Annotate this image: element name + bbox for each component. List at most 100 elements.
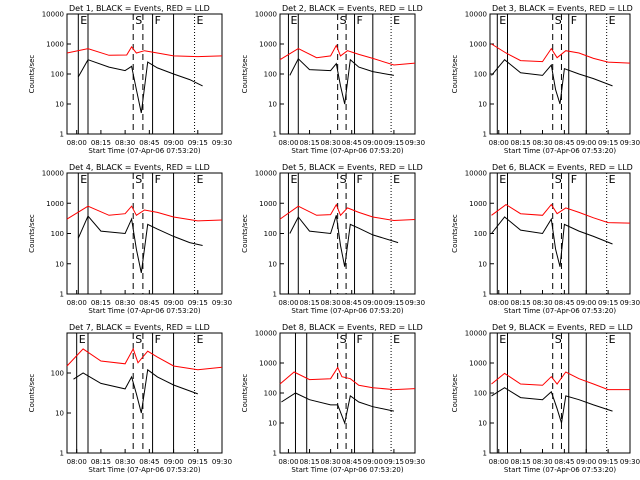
x-tick-label: 09:30 [212, 458, 232, 466]
panel-title: Det 7, BLACK = Events, RED = LLD [69, 323, 210, 332]
y-axis-title: Counts/sec [451, 214, 459, 253]
x-tick-label: 09:00 [363, 299, 383, 307]
x-tick-label: 08:30 [115, 139, 135, 147]
marker-label: S [340, 333, 347, 346]
x-tick-label: 09:30 [620, 458, 640, 466]
plot-frame [489, 172, 631, 295]
y-tick-label: 1000 [46, 41, 64, 49]
series-lld [491, 203, 631, 224]
x-tick-label: 09:30 [212, 139, 232, 147]
y-tick-label: 1 [483, 291, 487, 299]
x-axis-title: Start Time (07-Apr-06 07:53:20) [504, 307, 616, 315]
x-tick-label: 08:30 [115, 458, 135, 466]
y-tick-label: 10000 [255, 170, 277, 178]
y-tick-label: 10000 [465, 170, 487, 178]
x-tick-label: 08:30 [532, 458, 552, 466]
series-lld [491, 43, 631, 64]
x-tick-label: 08:00 [67, 458, 87, 466]
y-tick-label: 100 [474, 390, 487, 398]
y-tick-label: 1 [483, 450, 487, 458]
x-tick-label: 08:15 [299, 139, 319, 147]
marker-label: F [155, 14, 161, 27]
marker-label: E [499, 173, 506, 186]
x-tick-label: 09:30 [212, 299, 232, 307]
x-tick-label: 08:30 [321, 299, 341, 307]
panel-title: Det 2, BLACK = Events, RED = LLD [282, 4, 423, 13]
marker-label: E [609, 14, 616, 27]
series-lld [66, 205, 223, 222]
marker-label: S [135, 333, 142, 346]
plot-frame [489, 332, 631, 454]
marker-label: E [197, 173, 204, 186]
y-tick-label: 1 [273, 131, 277, 139]
x-tick-label: 08:15 [91, 458, 111, 466]
x-tick-label: 08:30 [321, 458, 341, 466]
marker-label: F [155, 333, 161, 346]
series-lld [491, 371, 630, 391]
y-tick-label: 10 [55, 260, 64, 268]
marker-label: S [555, 14, 562, 27]
x-tick-label: 08:45 [554, 139, 574, 147]
y-tick-label: 100 [474, 230, 487, 238]
marker-label: F [357, 333, 363, 346]
x-tick-label: 09:15 [188, 139, 208, 147]
marker-label: S [135, 173, 142, 186]
y-tick-label: 10 [55, 101, 64, 109]
panel-det-6: Det 6, BLACK = Events, RED = LLD 1 10 100 10… [451, 163, 640, 315]
y-tick-label: 100 [264, 390, 277, 398]
panel-title: Det 1, BLACK = Events, RED = LLD [69, 4, 210, 13]
y-axis-title: Counts/sec [451, 55, 459, 94]
y-tick-label: 1 [60, 291, 64, 299]
x-tick-label: 08:45 [139, 139, 159, 147]
x-tick-label: 09:15 [188, 458, 208, 466]
marker-label: F [571, 173, 577, 186]
x-tick-label: 08:00 [489, 458, 509, 466]
x-axis-title: Start Time (07-Apr-06 07:53:20) [291, 466, 403, 474]
panel-det-9: Det 9, BLACK = Events, RED = LLD 1 10 100 10… [451, 323, 640, 474]
y-tick-label: 1 [60, 131, 64, 139]
y-tick-label: 1000 [259, 360, 277, 368]
y-tick-label: 1000 [46, 200, 64, 208]
marker-label: F [571, 14, 577, 27]
series-lld [279, 44, 416, 66]
x-tick-label: 08:15 [91, 139, 111, 147]
panel-det-3: Det 3, BLACK = Events, RED = LLD 1 10 100 10… [451, 4, 640, 155]
x-tick-label: 08:15 [299, 299, 319, 307]
marker-label: F [357, 14, 363, 27]
y-tick-label: 10000 [465, 11, 487, 19]
panel-det-8: Det 8, BLACK = Events, RED = LLD 1 10 100 10… [241, 323, 425, 474]
x-tick-label: 09:30 [620, 139, 640, 147]
y-tick-label: 1000 [259, 200, 277, 208]
plot-frame [489, 13, 631, 135]
x-tick-label: 08:45 [139, 299, 159, 307]
x-tick-label: 08:15 [511, 139, 531, 147]
marker-label: S [555, 173, 562, 186]
marker-label: S [340, 173, 347, 186]
x-tick-label: 09:00 [576, 458, 596, 466]
marker-label: S [555, 333, 562, 346]
y-tick-label: 100 [51, 230, 64, 238]
series-lld [66, 46, 223, 58]
panel-det-2: Det 2, BLACK = Events, RED = LLD 1 10 100 10… [241, 4, 425, 155]
x-tick-label: 09:00 [163, 299, 183, 307]
panel-det-7: Det 7, BLACK = Events, RED = LLD 1 10 100 Co… [28, 323, 232, 474]
x-tick-label: 09:30 [620, 299, 640, 307]
y-tick-label: 100 [51, 370, 64, 378]
marker-label: E [393, 173, 400, 186]
x-tick-label: 09:15 [384, 458, 404, 466]
plot-frame [66, 332, 223, 454]
marker-label: E [609, 173, 616, 186]
plot-frame [66, 13, 223, 135]
x-tick-label: 08:15 [511, 458, 531, 466]
y-axis-title: Counts/sec [28, 214, 36, 253]
marker-label: E [197, 333, 204, 346]
y-tick-label: 10000 [255, 11, 277, 19]
marker-label: E [393, 14, 400, 27]
y-tick-label: 1 [60, 450, 64, 458]
marker-label: S [340, 14, 347, 27]
x-axis-title: Start Time (07-Apr-06 07:53:20) [88, 466, 200, 474]
x-tick-label: 08:00 [278, 299, 298, 307]
y-tick-label: 1 [273, 450, 277, 458]
y-tick-label: 100 [264, 230, 277, 238]
x-tick-label: 08:00 [278, 139, 298, 147]
